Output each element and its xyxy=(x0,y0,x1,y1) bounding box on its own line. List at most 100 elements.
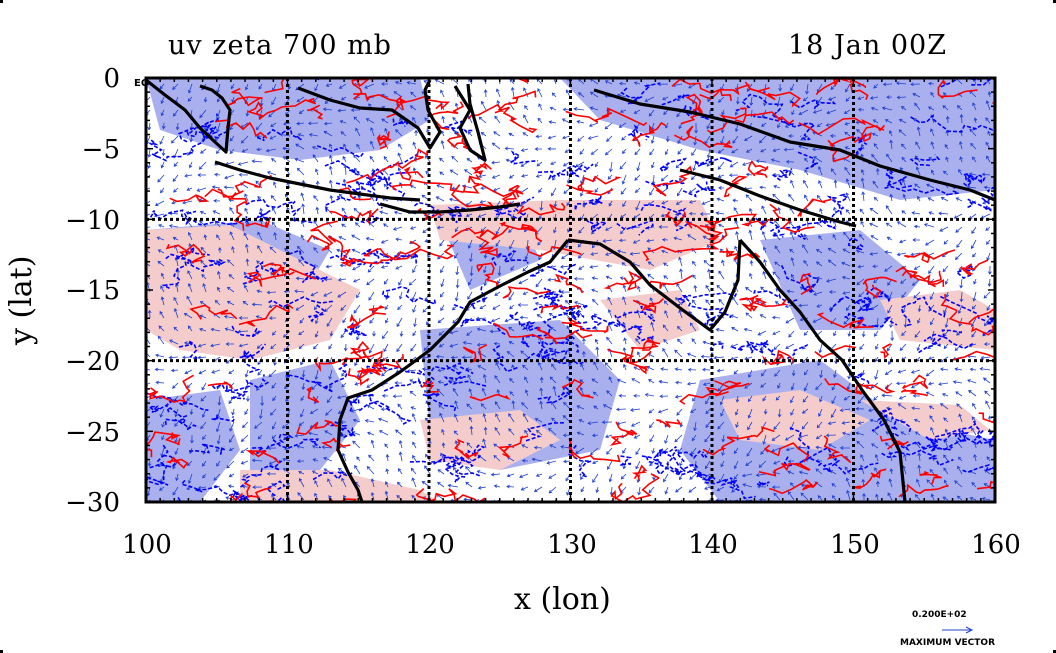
wind-vector xyxy=(435,354,445,359)
wind-vector xyxy=(818,180,823,189)
wind-vector xyxy=(870,235,879,241)
wind-vector xyxy=(300,192,305,202)
wind-vector xyxy=(736,96,740,105)
wind-vector xyxy=(398,278,403,286)
wind-vector xyxy=(956,239,963,248)
wind-vector xyxy=(368,343,375,354)
wind-vector xyxy=(266,290,277,295)
wind-vector xyxy=(704,434,711,443)
wind-vector xyxy=(884,265,893,272)
wind-vector xyxy=(634,187,641,193)
wind-vector xyxy=(201,382,207,391)
wind-vector xyxy=(956,495,963,501)
wind-vector xyxy=(353,116,361,124)
wind-vector xyxy=(322,107,333,112)
wind-vector xyxy=(223,185,235,190)
wind-vector xyxy=(244,83,249,91)
wind-vector xyxy=(297,492,305,501)
wind-vector xyxy=(409,105,417,111)
negative-contour xyxy=(307,304,326,323)
positive-contour xyxy=(245,216,271,228)
wind-vector xyxy=(717,96,725,103)
positive-contour xyxy=(346,148,429,184)
wind-vector xyxy=(716,486,725,492)
positive-contour xyxy=(450,184,496,209)
wind-vector xyxy=(522,265,529,272)
wind-vector xyxy=(410,467,417,475)
wind-vector xyxy=(847,330,852,337)
wind-vector xyxy=(954,480,963,488)
wind-vector xyxy=(847,343,852,352)
wind-vector xyxy=(882,82,893,87)
wind-vector xyxy=(508,413,515,423)
wind-vector xyxy=(939,403,949,410)
wind-vector xyxy=(693,135,698,146)
wind-vector xyxy=(619,81,627,86)
wind-vector xyxy=(971,330,977,338)
wind-vector xyxy=(202,473,207,479)
negative-contour xyxy=(441,120,473,135)
positive-contour xyxy=(306,104,324,120)
wind-vector xyxy=(533,486,543,493)
wind-vector xyxy=(383,155,389,163)
wind-vector xyxy=(224,327,235,332)
wind-vector xyxy=(775,395,781,401)
wind-vector xyxy=(437,469,445,475)
positive-contour xyxy=(827,139,855,163)
wind-vector xyxy=(930,426,935,436)
wind-vector xyxy=(772,193,781,202)
wind-vector xyxy=(437,481,445,488)
wind-vector xyxy=(674,394,683,399)
wind-vector xyxy=(187,270,193,280)
negative-contour xyxy=(853,296,873,313)
wind-vector xyxy=(985,400,991,410)
wind-vector xyxy=(311,470,319,475)
wind-vector xyxy=(245,258,250,267)
wind-vector xyxy=(758,460,767,468)
wind-vector xyxy=(537,88,543,98)
wind-vector xyxy=(210,327,221,332)
positive-contour xyxy=(454,438,479,460)
wind-vector xyxy=(273,231,277,241)
wind-vector xyxy=(885,222,893,228)
negative-contour xyxy=(797,151,819,170)
wind-vector xyxy=(366,382,375,388)
wind-vector xyxy=(827,247,837,254)
positive-contour xyxy=(814,345,857,359)
wind-vector xyxy=(258,83,263,90)
wind-vector xyxy=(649,187,655,196)
wind-vector xyxy=(985,226,991,231)
wind-vector xyxy=(154,367,165,372)
wind-vector xyxy=(674,367,683,372)
wind-vector xyxy=(256,147,263,152)
negative-contour xyxy=(182,130,210,155)
wind-vector xyxy=(760,382,767,388)
wind-vector xyxy=(454,400,459,410)
wind-vector xyxy=(744,382,753,389)
wind-vector xyxy=(257,369,263,376)
wind-vector xyxy=(453,413,459,423)
wind-vector xyxy=(856,278,865,286)
negative-contour xyxy=(963,173,983,184)
wind-vector xyxy=(448,197,459,202)
wind-vector xyxy=(273,356,277,366)
wind-vector xyxy=(369,317,375,324)
wind-vector xyxy=(462,341,473,345)
wind-vector xyxy=(381,82,389,86)
positive-contour xyxy=(264,78,287,94)
wind-vector xyxy=(591,276,599,280)
wind-vector xyxy=(214,172,221,177)
wind-vector xyxy=(490,317,501,323)
positive-contour xyxy=(262,263,295,276)
positive-contour xyxy=(429,101,465,131)
wind-vector xyxy=(174,447,179,455)
wind-vector xyxy=(829,134,837,138)
frame-ticks xyxy=(145,77,996,503)
wind-vector xyxy=(860,220,865,228)
wind-vector xyxy=(493,131,501,137)
wind-vector xyxy=(592,473,599,483)
wind-vector xyxy=(819,208,823,215)
wind-vector xyxy=(715,327,725,332)
wind-vector xyxy=(412,141,417,150)
wind-vector xyxy=(548,486,557,494)
